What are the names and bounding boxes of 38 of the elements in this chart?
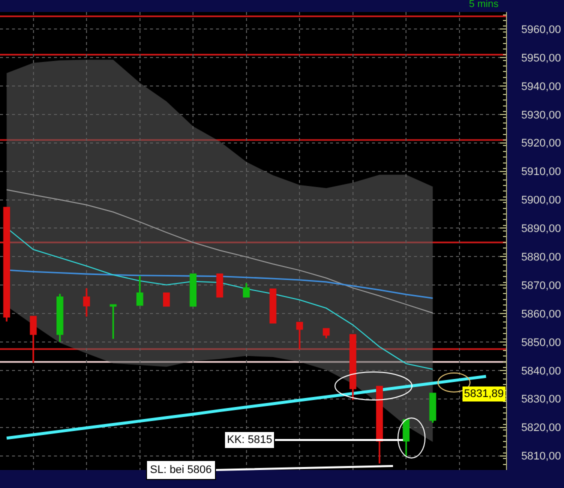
y-tick-label: 5850,00 [521, 336, 561, 349]
candlestick [270, 288, 276, 324]
candlestick [83, 287, 90, 318]
y-tick-label: 5910,00 [521, 166, 561, 178]
y-tick-label: 5900,00 [521, 194, 561, 207]
candlestick [56, 293, 64, 342]
y-tick-label: 5890,00 [521, 223, 561, 236]
annotation: SL: bei 5806 [150, 464, 212, 476]
annotation: KK: 5815 [227, 434, 272, 446]
candlestick [296, 322, 304, 350]
y-tick-label: 5810,00 [521, 450, 561, 463]
candlestick [3, 206, 10, 322]
candlestick [242, 282, 250, 298]
y-tick-label: 5960,00 [521, 24, 561, 36]
candlestick [216, 273, 224, 298]
candlestick [190, 273, 196, 307]
candlestick [376, 386, 383, 464]
candlestick [429, 392, 436, 424]
candlestick [136, 274, 144, 306]
annotation: 5831,89 [464, 388, 504, 400]
y-tick-label: 5940,00 [521, 80, 561, 93]
candlestick [322, 328, 330, 340]
y-tick-label: 5920,00 [521, 138, 561, 150]
y-tick-label: 5870,00 [521, 280, 561, 292]
candlestick [349, 334, 356, 401]
candlestick [30, 316, 37, 364]
y-tick-label: 5860,00 [521, 308, 561, 320]
candlestick [110, 304, 117, 340]
y-tick-label: 5930,00 [521, 109, 561, 122]
y-tick-label: 5830,00 [521, 394, 561, 406]
text: 5 mins [469, 0, 498, 10]
y-tick-label: 5950,00 [521, 52, 561, 64]
y-tick-label: 5840,00 [521, 365, 561, 378]
y-tick-label: 5880,00 [521, 252, 561, 264]
candlestick [163, 292, 170, 307]
candlestick [402, 419, 410, 458]
line-series [6, 189, 434, 314]
y-tick-label: 5820,00 [521, 422, 561, 434]
